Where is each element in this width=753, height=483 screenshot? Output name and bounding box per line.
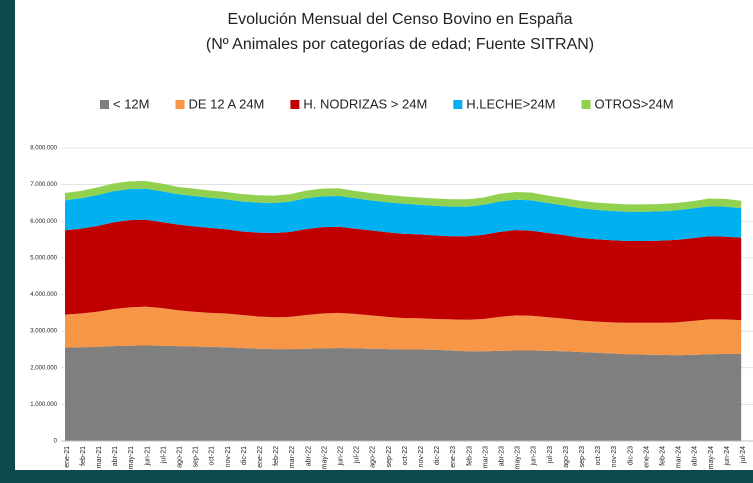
x-tick-label: nov-22: [418, 446, 425, 468]
y-tick-label: 2.000.000: [30, 365, 57, 371]
chart-title: Evolución Mensual del Censo Bovino en Es…: [227, 11, 572, 28]
x-tick-label: sep-21: [193, 446, 200, 468]
x-tick-label: jun-22: [338, 446, 345, 467]
x-tick-label: nov-21: [225, 446, 232, 468]
y-tick-label: 7.000.000: [30, 182, 57, 188]
x-tick-label: may-21: [128, 446, 135, 469]
y-tick-label: 0: [54, 439, 58, 445]
x-tick-label: may-22: [321, 446, 328, 469]
x-tick-label: mar-22: [289, 446, 296, 468]
y-tick-label: 6.000.000: [30, 219, 57, 225]
chart-subtitle: (Nº Animales por categorías de edad; Fue…: [206, 36, 594, 53]
area: [65, 219, 742, 323]
y-tick-label: 3.000.000: [30, 329, 57, 335]
x-tick-label: jul-23: [547, 446, 554, 464]
x-tick-label: jul-21: [160, 446, 167, 464]
legend-label: < 12M: [113, 96, 150, 111]
x-tick-label: mar-23: [482, 446, 489, 468]
x-tick-label: ene-21: [64, 446, 71, 468]
x-tick-label: sep-23: [579, 446, 586, 468]
x-tick-label: abr-24: [692, 446, 699, 466]
x-tick-label: ago-21: [177, 446, 184, 468]
x-tick-label: oct-22: [402, 446, 409, 466]
x-tick-label: ene-22: [257, 446, 264, 468]
x-tick-label: ene-24: [643, 446, 650, 468]
x-tick-label: ago-23: [563, 446, 570, 468]
x-tick-label: jun-21: [144, 446, 151, 467]
x-tick-label: sep-22: [386, 446, 393, 468]
x-tick-label: oct-23: [595, 446, 602, 466]
legend-swatch: [453, 100, 463, 109]
x-tick-label: feb-24: [660, 446, 667, 466]
legend-swatch: [175, 100, 185, 109]
y-tick-label: 8.000.000: [30, 146, 57, 152]
area: [65, 188, 742, 242]
chart: Evolución Mensual del Censo Bovino en Es…: [30, 11, 753, 469]
x-tick-label: mar-21: [96, 446, 103, 468]
x-tick-label: feb-21: [80, 446, 87, 466]
y-tick-label: 1.000.000: [30, 402, 57, 408]
chart-panel: Evolución Mensual del Censo Bovino en Es…: [15, 0, 753, 470]
legend-label: H.LECHE>24M: [466, 96, 555, 111]
x-tick-label: dic-21: [241, 446, 248, 465]
y-tick-label: 5.000.000: [30, 255, 57, 261]
x-tick-label: dic-22: [434, 446, 441, 465]
x-tick-label: jun-24: [724, 446, 731, 467]
x-tick-label: dic-23: [627, 446, 634, 465]
x-tick-label: abr-23: [499, 446, 506, 466]
x-tick-label: oct-21: [209, 446, 216, 466]
x-tick-label: abr-22: [305, 446, 312, 466]
x-tick-label: may-24: [708, 446, 715, 469]
area: [65, 306, 742, 356]
x-tick-label: abr-21: [112, 446, 119, 466]
x-tick-label: jul-22: [354, 446, 361, 464]
x-tick-label: may-23: [515, 446, 522, 469]
legend-swatch: [290, 100, 300, 109]
legend-swatch: [581, 100, 591, 109]
y-tick-label: 4.000.000: [30, 292, 57, 298]
x-tick-label: jun-23: [531, 446, 538, 467]
x-tick-label: ene-23: [450, 446, 457, 468]
area: [65, 345, 742, 441]
legend-label: OTROS>24M: [595, 96, 674, 111]
x-tick-label: mar-24: [676, 446, 683, 468]
x-tick-label: ago-22: [370, 446, 377, 468]
x-tick-label: feb-23: [466, 446, 473, 466]
legend-swatch: [100, 100, 109, 109]
x-tick-label: jul-24: [740, 446, 747, 464]
legend-label: H. NODRIZAS > 24M: [303, 96, 427, 111]
legend-label: DE 12 A 24M: [189, 96, 265, 111]
x-tick-label: nov-23: [611, 446, 618, 468]
area: [65, 180, 742, 212]
x-tick-label: feb-22: [273, 446, 280, 466]
